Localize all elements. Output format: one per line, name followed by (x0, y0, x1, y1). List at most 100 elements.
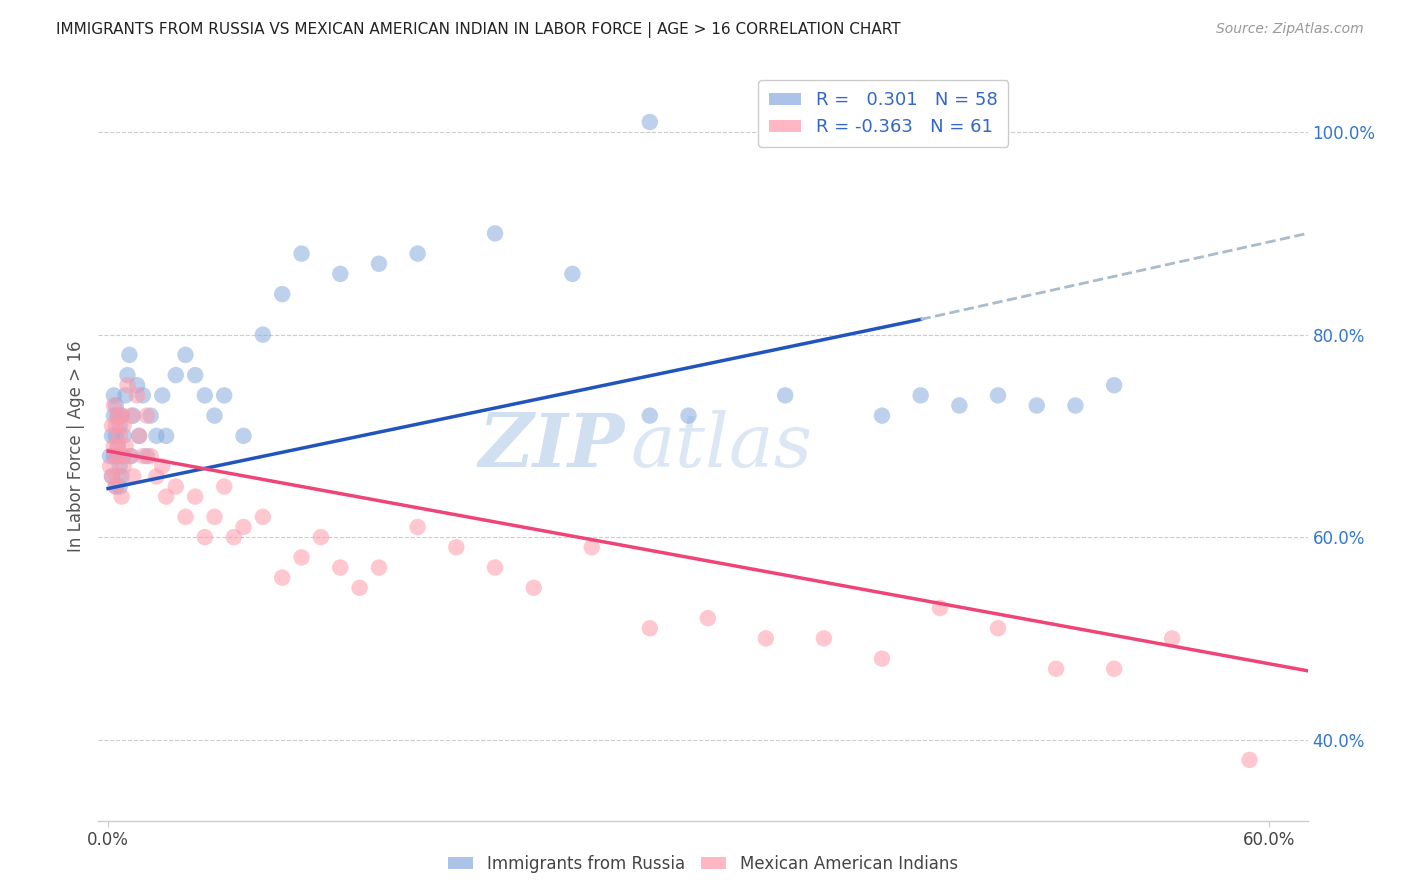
Point (1025, 399, 1047, 413)
Text: atlas: atlas (630, 409, 813, 483)
Point (135, 449, 157, 463)
Point (870, 409, 893, 423)
Point (150, 459, 173, 474)
Point (194, 388, 217, 402)
Point (212, 388, 235, 402)
Point (128, 429, 150, 443)
Point (184, 368, 207, 383)
Point (98, 449, 121, 463)
Point (103, 399, 125, 413)
Point (870, 651, 893, 665)
Point (104, 418, 127, 433)
Point (948, 399, 970, 413)
Point (112, 418, 135, 433)
Point (107, 469, 129, 483)
Point (212, 479, 235, 493)
Point (406, 246, 429, 260)
Point (107, 409, 129, 423)
Point (107, 439, 129, 453)
Point (128, 429, 150, 443)
Point (204, 509, 226, 524)
Point (108, 449, 131, 463)
Point (108, 459, 131, 474)
Point (1161, 632, 1184, 646)
Point (98, 459, 121, 474)
Point (638, 621, 661, 635)
Point (101, 418, 124, 433)
Point (132, 388, 155, 402)
Point (122, 469, 145, 483)
Point (122, 409, 145, 423)
Point (368, 257, 391, 271)
Point (165, 479, 187, 493)
Point (309, 530, 332, 544)
Point (987, 621, 1010, 635)
Text: Source: ZipAtlas.com: Source: ZipAtlas.com (1216, 22, 1364, 37)
Point (101, 469, 124, 483)
Point (252, 509, 274, 524)
Point (132, 449, 155, 463)
Point (104, 399, 127, 413)
Point (107, 409, 129, 423)
Text: ZIP: ZIP (478, 409, 624, 483)
Point (165, 368, 187, 383)
Point (329, 560, 352, 574)
Point (108, 479, 131, 493)
Point (446, 541, 468, 555)
Point (135, 409, 157, 423)
Point (271, 571, 294, 585)
Point (104, 479, 127, 493)
Point (104, 449, 127, 463)
Point (107, 449, 129, 463)
Point (1102, 378, 1125, 392)
Point (678, 409, 700, 423)
Point (271, 287, 294, 301)
Point (111, 490, 134, 504)
Legend: Immigrants from Russia, Mexican American Indians: Immigrants from Russia, Mexican American… (441, 848, 965, 880)
Point (127, 378, 149, 392)
Point (290, 550, 312, 565)
Point (118, 449, 141, 463)
Point (232, 429, 254, 443)
Point (1045, 662, 1067, 676)
Legend: R =   0.301   N = 58, R = -0.363   N = 61: R = 0.301 N = 58, R = -0.363 N = 61 (758, 80, 1008, 147)
Point (155, 429, 177, 443)
Point (127, 388, 149, 402)
Point (1102, 662, 1125, 676)
Point (581, 541, 603, 555)
Point (112, 449, 135, 463)
Point (145, 429, 167, 443)
Point (910, 388, 932, 402)
Text: IMMIGRANTS FROM RUSSIA VS MEXICAN AMERICAN INDIAN IN LABOR FORCE | AGE > 16 CORR: IMMIGRANTS FROM RUSSIA VS MEXICAN AMERIC… (56, 22, 901, 38)
Point (117, 378, 139, 392)
Point (108, 418, 131, 433)
Point (755, 632, 778, 646)
Point (232, 520, 254, 534)
Point (484, 560, 506, 574)
Point (406, 520, 429, 534)
Point (252, 327, 274, 342)
Point (174, 509, 197, 524)
Point (290, 246, 312, 260)
Point (111, 409, 134, 423)
Point (112, 429, 135, 443)
Point (120, 449, 142, 463)
Point (155, 490, 177, 504)
Point (114, 388, 136, 402)
Point (103, 449, 125, 463)
Point (987, 388, 1010, 402)
Y-axis label: In Labor Force | Age > 16: In Labor Force | Age > 16 (66, 340, 84, 552)
Point (139, 409, 162, 423)
Point (523, 581, 546, 595)
Point (174, 348, 197, 362)
Point (101, 469, 124, 483)
Point (145, 469, 167, 483)
Point (114, 439, 136, 453)
Point (111, 469, 134, 483)
Point (773, 388, 796, 402)
Point (484, 227, 506, 241)
Point (638, 115, 661, 129)
Point (150, 388, 173, 402)
Point (184, 490, 207, 504)
Point (120, 409, 142, 423)
